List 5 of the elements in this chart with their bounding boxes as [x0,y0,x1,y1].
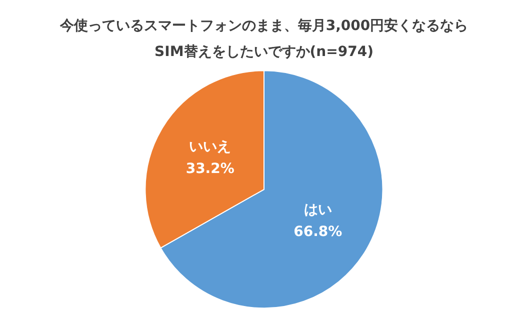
data-label: 66.8% [294,224,342,240]
slice-label: いいえ [189,138,232,155]
slice-label: はい [304,202,332,218]
chart-title: 今使っているスマートフォンのまま、毎月3,000円安くなるなら SIM替えをしたいですか(n=974) [58,17,468,60]
data-label: 33.2% [186,160,234,177]
